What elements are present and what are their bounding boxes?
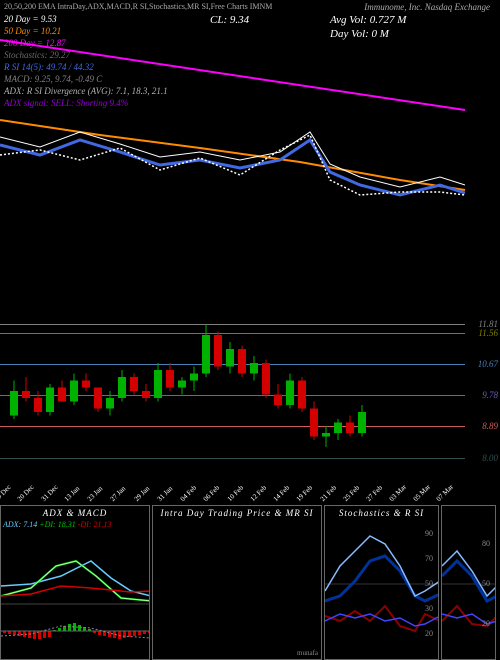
date-axis: 09 Dec20 Dec31 Dec13 Jan23 Jan27 Jan29 J… xyxy=(0,480,465,500)
signal-label: ADX signal: SELL: Shorting 9.4% xyxy=(4,98,128,108)
bottom-panels: ADX & MACD ADX: 7.14 +DI: 18.31 -DI: 21.… xyxy=(0,505,500,660)
stoch-label: Stochastics: 29.27 xyxy=(4,50,70,60)
ema50-label: 50 Day = 10.21 xyxy=(4,26,61,36)
svg-text:30: 30 xyxy=(425,604,433,613)
adx-macd-panel: ADX & MACD ADX: 7.14 +DI: 18.31 -DI: 21.… xyxy=(0,505,150,660)
ema20-label: 20 Day = 9.53 xyxy=(4,14,57,24)
title-left: 20,50,200 EMA IntraDay,ADX,MACD,R SI,Sto… xyxy=(4,2,272,11)
rsi-label: R SI 14(5): 49.74 / 44.32 xyxy=(4,62,94,72)
svg-text:90: 90 xyxy=(425,529,433,538)
title-right: Immunome, Inc. Nasdaq Exchange xyxy=(364,2,490,12)
svg-text:70: 70 xyxy=(425,554,433,563)
ema200-label: 200 Day = 12.87 xyxy=(4,38,66,48)
svg-text:50: 50 xyxy=(482,579,490,588)
corner-mark: munafa xyxy=(297,649,318,657)
svg-text:80: 80 xyxy=(482,539,490,548)
dayvol-label: Day Vol: 0 M xyxy=(330,28,389,40)
svg-text:20: 20 xyxy=(425,629,433,638)
price-axis: 11.8111.5610.679.788.898.00 xyxy=(465,300,500,475)
adx-label: ADX: R SI Divergence (AVG): 7.1, 18.3, 2… xyxy=(4,86,168,96)
intraday-panel: Intra Day Trading Price & MR SI munafa xyxy=(152,505,322,660)
macd-label: MACD: 9.25, 9.74, -0.49 C xyxy=(4,74,102,84)
svg-text:20: 20 xyxy=(482,619,490,628)
candle-chart xyxy=(0,300,465,475)
avgvol-label: Avg Vol: 0.727 M xyxy=(330,14,406,26)
aux-panel: 80 50 20 xyxy=(441,505,496,660)
ema50-line xyxy=(0,120,465,190)
ema20-line xyxy=(0,140,465,195)
header-overlay: 20,50,200 EMA IntraDay,ADX,MACD,R SI,Sto… xyxy=(0,0,500,110)
cl-label: CL: 9.34 xyxy=(210,14,249,26)
stoch-rsi-panel: Stochastics & R SI 9070503020 xyxy=(324,505,439,660)
svg-text:50: 50 xyxy=(425,579,433,588)
intra-title: Intra Day Trading Price & MR SI xyxy=(153,508,321,518)
